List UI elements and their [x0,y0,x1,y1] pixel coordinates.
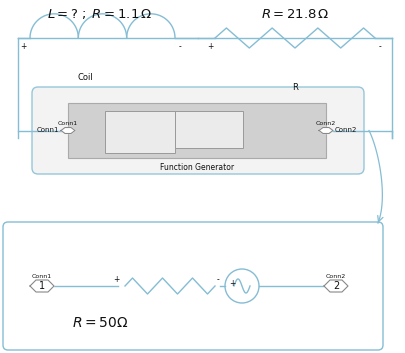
Text: Conn1: Conn1 [58,121,78,126]
Text: +: + [113,275,119,284]
Polygon shape [323,280,347,292]
Text: -: - [378,42,380,51]
Polygon shape [318,127,332,133]
Text: Conn2: Conn2 [315,121,335,126]
Polygon shape [30,280,54,292]
Text: Conn1: Conn1 [36,127,59,133]
Text: Conn2: Conn2 [325,274,345,279]
FancyBboxPatch shape [105,111,175,153]
Text: -: - [216,275,219,284]
Text: $L = ? \; ; \; R = 1.1\,\Omega$: $L = ? \; ; \; R = 1.1\,\Omega$ [47,7,152,21]
Text: $R = 21.8\,\Omega$: $R = 21.8\,\Omega$ [260,7,328,20]
FancyBboxPatch shape [175,111,243,148]
FancyBboxPatch shape [68,103,325,158]
Text: $R = 50\Omega$: $R = 50\Omega$ [72,316,128,330]
Text: 2: 2 [332,281,338,291]
Text: -: - [178,42,181,51]
Text: +: + [206,42,213,51]
Text: 1: 1 [39,281,45,291]
Polygon shape [61,127,75,133]
Text: +: + [20,42,26,51]
Text: Conn2: Conn2 [334,127,356,133]
FancyBboxPatch shape [32,87,363,174]
FancyBboxPatch shape [3,222,382,350]
Text: Coil: Coil [77,73,93,83]
Text: Function Generator: Function Generator [160,163,234,172]
Text: Conn1: Conn1 [32,274,52,279]
Text: R: R [291,84,297,92]
Text: +: + [228,279,234,287]
